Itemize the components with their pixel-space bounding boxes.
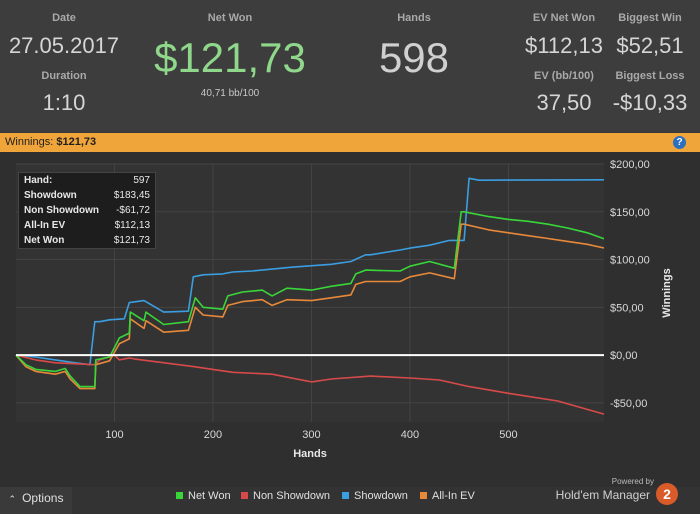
x-tick-label: 300 bbox=[302, 429, 320, 441]
ev-net-won-value: $112,13 bbox=[525, 33, 603, 58]
biggest-win-value: $52,51 bbox=[616, 33, 684, 58]
hands-value: 598 bbox=[378, 34, 450, 81]
net-won-swatch bbox=[176, 492, 183, 499]
legend-showdown-label: Showdown bbox=[354, 490, 408, 502]
legend-allin-ev-label: All-In EV bbox=[432, 490, 475, 502]
chevron-up-icon: ⌃ bbox=[8, 494, 17, 504]
y-tick-label: $150,00 bbox=[610, 207, 650, 219]
y-tick-label: $200,00 bbox=[610, 159, 650, 171]
duration-value: 1:10 bbox=[42, 90, 86, 115]
legend-showdown[interactable]: Showdown bbox=[342, 490, 408, 502]
series-line-net-won bbox=[15, 211, 605, 388]
biggest-win-label: Biggest Win bbox=[618, 12, 682, 24]
tooltip-row-hand: Hand: 597 bbox=[24, 175, 150, 186]
hover-tooltip: Hand: 597 Showdown $183,45 Non Showdown -$6… bbox=[18, 172, 156, 249]
net-won-value: $121,73 bbox=[154, 34, 306, 81]
y-tick-label: $100,00 bbox=[610, 255, 650, 267]
x-tick-label: 400 bbox=[401, 429, 419, 441]
x-tick-label: 100 bbox=[105, 429, 123, 441]
y-axis-title: Winnings bbox=[661, 268, 673, 317]
stats-panel: Date 27.05.2017 Duration 1:10 Net Won $1… bbox=[0, 0, 700, 132]
ev-net-won-label: EV Net Won bbox=[532, 12, 596, 24]
legend-non-showdown[interactable]: Non Showdown bbox=[241, 490, 330, 502]
tooltip-row-net-won: Net Won $121,73 bbox=[24, 235, 150, 246]
duration-label: Duration bbox=[41, 70, 87, 82]
hands-label: Hands bbox=[397, 12, 431, 24]
legend-net-won-label: Net Won bbox=[188, 490, 231, 502]
x-axis-title: Hands bbox=[293, 448, 327, 460]
y-tick-label: -$50,00 bbox=[610, 398, 647, 410]
options-label: Options bbox=[22, 491, 64, 505]
biggest-loss-label: Biggest Loss bbox=[615, 70, 685, 82]
hm2-logo-icon: 2 bbox=[656, 483, 678, 505]
x-tick-label: 200 bbox=[204, 429, 222, 441]
options-button[interactable]: ⌃ Options bbox=[0, 487, 72, 514]
ev-bb-label: EV (bb/100) bbox=[534, 70, 594, 82]
tooltip-row-non-showdown: Non Showdown -$61,72 bbox=[24, 205, 150, 216]
legend-net-won[interactable]: Net Won bbox=[176, 490, 231, 502]
legend-allin-ev[interactable]: All-In EV bbox=[420, 490, 475, 502]
winnings-bar: Winnings: $121,73 ? bbox=[0, 133, 700, 152]
help-icon[interactable]: ? bbox=[673, 136, 686, 149]
date-label: Date bbox=[52, 12, 76, 24]
showdown-swatch bbox=[342, 492, 349, 499]
biggest-loss-value: -$10,33 bbox=[612, 90, 688, 115]
allin-ev-swatch bbox=[420, 492, 427, 499]
non-showdown-swatch bbox=[241, 492, 248, 499]
legend-non-showdown-label: Non Showdown bbox=[253, 490, 331, 502]
winnings-label-group: Winnings: $121,73 bbox=[5, 136, 96, 148]
powered-by: Powered by bbox=[611, 477, 654, 486]
winnings-value: $121,73 bbox=[56, 136, 97, 148]
net-won-label: Net Won bbox=[207, 12, 253, 24]
date-value: 27.05.2017 bbox=[8, 33, 120, 58]
winnings-label: Winnings: bbox=[5, 136, 54, 148]
tooltip-row-showdown: Showdown $183,45 bbox=[24, 190, 150, 201]
footer bbox=[0, 487, 700, 514]
net-won-bb: 40,71 bb/100 bbox=[200, 88, 260, 99]
y-tick-label: $50,00 bbox=[610, 302, 644, 314]
series-line-all-in-ev bbox=[15, 223, 605, 390]
brand-name: Hold'em Manager bbox=[555, 488, 650, 502]
x-tick-label: 500 bbox=[499, 429, 517, 441]
y-tick-label: $0,00 bbox=[610, 350, 638, 362]
series-line-showdown bbox=[15, 177, 605, 366]
tooltip-row-allin-ev: All-In EV $112,13 bbox=[24, 220, 150, 231]
ev-bb-value: 37,50 bbox=[536, 90, 592, 115]
